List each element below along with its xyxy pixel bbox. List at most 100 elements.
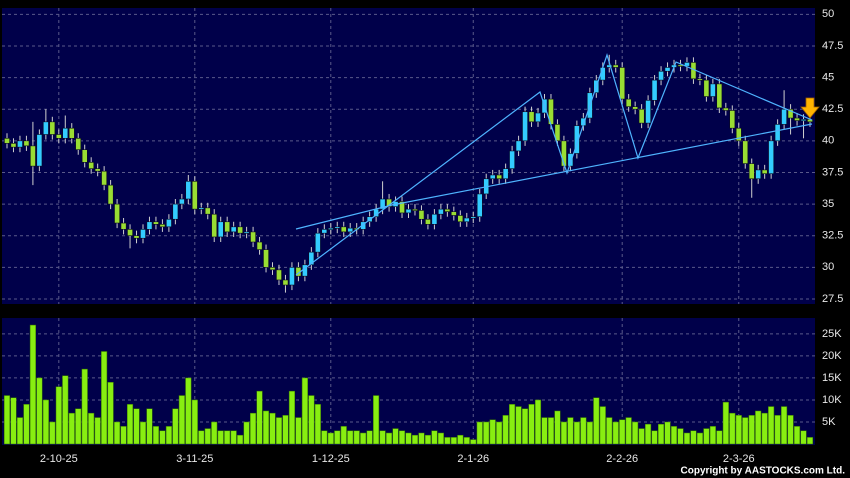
volume-bar	[250, 412, 257, 445]
volume-bar	[450, 437, 457, 445]
candle-body	[321, 229, 328, 234]
volume-bar	[360, 432, 367, 445]
candle-body	[81, 149, 88, 163]
volume-bar	[729, 412, 736, 445]
candle-body	[211, 213, 218, 238]
volume-bar	[509, 404, 516, 445]
candle-body	[444, 208, 451, 212]
grid	[2, 8, 815, 444]
candle-body	[327, 227, 334, 230]
candle-body	[638, 108, 645, 124]
labels: 27.5 30 32.5 35 37.5 40 42.5 45 47.5 50 5K 10K 15K 20…	[40, 8, 844, 465]
volume-bar	[23, 404, 30, 445]
volume-bar	[651, 430, 658, 445]
volume-bar	[68, 412, 75, 445]
candle-body	[697, 78, 703, 81]
volume-bar	[599, 406, 606, 445]
volume-bar	[547, 417, 555, 445]
volume-bar	[502, 415, 509, 445]
candle-body	[502, 168, 509, 180]
y-tick-label: 20K	[822, 350, 842, 362]
candle-body	[664, 67, 671, 72]
volume-bar	[81, 368, 88, 445]
volume-bar	[768, 406, 775, 445]
volume-bar	[373, 395, 380, 445]
candle-body	[658, 70, 664, 81]
y-tick-label: 35	[822, 198, 834, 210]
candle-body	[263, 249, 269, 268]
volume-bar	[787, 415, 794, 445]
volume-bar	[49, 421, 56, 445]
y-tick-label: 25K	[822, 328, 842, 340]
candle-body	[567, 153, 574, 167]
y-tick-label: 15K	[822, 372, 842, 384]
candle-body	[256, 241, 263, 250]
volume-bar	[748, 415, 755, 445]
candle-body	[735, 127, 742, 142]
volume-bar	[224, 430, 231, 445]
x-tick-label: 2-2-26	[606, 453, 638, 465]
candle-body	[191, 180, 198, 210]
candle-body	[437, 208, 444, 215]
volume-bar	[586, 421, 593, 445]
candle-body	[742, 140, 749, 164]
volume-bar	[431, 430, 438, 445]
volume-bar	[114, 421, 121, 445]
candle-body	[405, 208, 412, 214]
candle-body	[153, 221, 159, 225]
volume-bar	[204, 428, 211, 445]
candle-body	[716, 83, 723, 109]
candle-body	[55, 134, 62, 139]
candle-body	[243, 231, 250, 234]
volume-bar	[275, 417, 283, 445]
volume-bar	[573, 421, 580, 445]
volume-bar	[632, 421, 639, 445]
volume-bar	[126, 404, 134, 445]
volume-bar	[366, 430, 373, 445]
volume-bar	[683, 432, 691, 445]
candle-body	[781, 108, 787, 125]
candle-body	[127, 229, 133, 236]
candle-body	[334, 226, 341, 229]
candle-body	[347, 227, 354, 233]
candle-body	[625, 98, 632, 107]
candle-body	[88, 162, 95, 169]
volume-bar	[612, 421, 619, 445]
candle-body	[204, 207, 211, 215]
candle-body	[178, 198, 185, 205]
price-panel	[2, 8, 815, 304]
volume-bar	[645, 423, 652, 445]
candle-body	[476, 193, 483, 218]
y-tick-label: 32.5	[822, 230, 843, 242]
volume-bar	[159, 430, 166, 445]
volume-bar	[308, 395, 315, 445]
candle-body	[489, 174, 496, 180]
candle-body	[729, 110, 736, 129]
candle-body	[632, 106, 639, 110]
volume-bar	[398, 430, 406, 445]
volume-bar	[606, 417, 613, 445]
volume-bar	[165, 426, 172, 445]
volume-bar	[716, 430, 723, 445]
volume-bar	[463, 437, 470, 445]
volume-bar	[386, 432, 393, 445]
volume-bar	[295, 417, 302, 445]
marks	[3, 54, 814, 445]
candle-body	[101, 170, 108, 186]
candle-body	[722, 107, 729, 111]
candle-body	[535, 112, 541, 123]
x-tick-label: 2-3-26	[723, 453, 755, 465]
candle-body	[528, 111, 535, 123]
candle-body	[794, 117, 800, 121]
volume-bar	[42, 399, 49, 445]
volume-bar	[340, 426, 347, 445]
candle-body	[133, 235, 140, 239]
candle-body	[10, 143, 17, 148]
volume-bar	[541, 417, 548, 445]
volume-panel	[2, 318, 815, 445]
volume-bar	[793, 426, 801, 445]
volume-bar	[476, 421, 483, 445]
volume-bar	[690, 430, 697, 445]
volume-bar	[314, 404, 321, 445]
volume-bar	[185, 377, 192, 445]
